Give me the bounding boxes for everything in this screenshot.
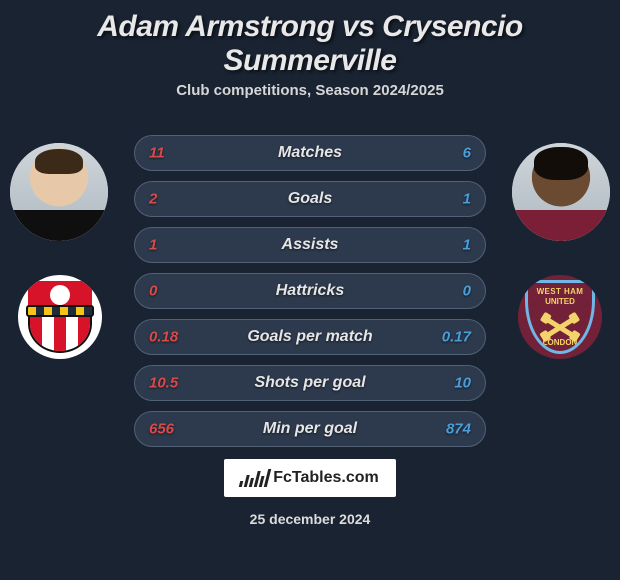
stat-value-left: 2 (149, 191, 157, 208)
badge-text-mid: UNITED (532, 297, 588, 306)
stat-value-right: 0 (463, 283, 471, 300)
stat-value-right: 10 (454, 375, 471, 392)
stat-value-right: 874 (446, 421, 471, 438)
club-left-badge (18, 275, 102, 359)
badge-text-top: WEST HAM (532, 287, 588, 296)
badge-text-bottom: LONDON (528, 338, 592, 347)
stat-label: Shots per goal (254, 374, 365, 392)
stat-label: Goals (288, 190, 332, 208)
stat-value-right: 1 (463, 237, 471, 254)
stat-label: Hattricks (276, 282, 344, 300)
southampton-badge-icon (18, 275, 102, 359)
stat-value-left: 10.5 (149, 375, 178, 392)
stat-value-right: 0.17 (442, 329, 471, 346)
stat-label: Goals per match (247, 328, 372, 346)
stat-row: 0.18 Goals per match 0.17 (134, 319, 486, 355)
stat-row: 2 Goals 1 (134, 181, 486, 217)
stat-value-right: 1 (463, 191, 471, 208)
stat-row: 656 Min per goal 874 (134, 411, 486, 447)
stat-label: Min per goal (263, 420, 357, 438)
player-left-avatar (10, 143, 108, 241)
stat-value-left: 656 (149, 421, 174, 438)
stat-label: Matches (278, 144, 342, 162)
stat-value-left: 1 (149, 237, 157, 254)
bar-chart-icon (239, 469, 271, 487)
stat-row: 10.5 Shots per goal 10 (134, 365, 486, 401)
stat-label: Assists (282, 236, 339, 254)
footer-date: 25 december 2024 (250, 511, 371, 527)
stat-value-right: 6 (463, 145, 471, 162)
stat-value-left: 0.18 (149, 329, 178, 346)
player-face-icon (10, 143, 108, 241)
stat-row: 11 Matches 6 (134, 135, 486, 171)
stat-rows: 11Matches62Goals11Assists10Hattricks00.1… (134, 135, 486, 457)
site-logo: FcTables.com (224, 459, 396, 497)
player-right-avatar (512, 143, 610, 241)
club-right-badge: WEST HAM UNITED LONDON (518, 275, 602, 359)
stat-row: 0 Hattricks 0 (134, 273, 486, 309)
stat-value-left: 11 (149, 145, 165, 162)
stat-value-left: 0 (149, 283, 157, 300)
site-logo-text: FcTables.com (273, 469, 379, 487)
player-face-icon (512, 143, 610, 241)
page-title: Adam Armstrong vs Crysencio Summerville (0, 0, 620, 82)
westham-badge-icon: WEST HAM UNITED LONDON (518, 275, 602, 359)
stat-row: 1 Assists 1 (134, 227, 486, 263)
page-subtitle: Club competitions, Season 2024/2025 (0, 82, 620, 99)
player-shirt (10, 210, 108, 241)
player-shirt (512, 210, 610, 241)
